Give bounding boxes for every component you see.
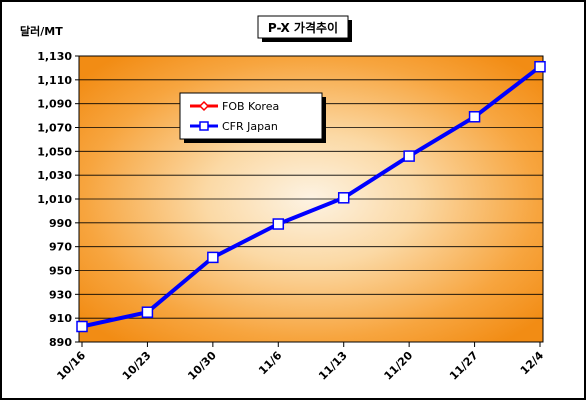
y-tick-label: 890 [49, 336, 72, 349]
x-tick-label: 10/16 [54, 349, 88, 383]
x-tick-label: 11/6 [256, 349, 285, 378]
x-tick-label: 10/23 [120, 349, 154, 383]
y-tick-label: 1,090 [37, 98, 72, 111]
y-tick-label: 1,050 [37, 145, 72, 158]
y-tick-label: 1,130 [37, 50, 72, 63]
x-tick-label: 11/20 [382, 349, 416, 383]
data-point-cfr-japan [141, 306, 154, 318]
title-frame [257, 15, 349, 39]
y-tick-label: 1,110 [37, 74, 72, 87]
y-tick-label: 990 [49, 217, 72, 230]
x-axis-ticks [81, 342, 541, 347]
y-tick-label: 1,070 [37, 122, 72, 135]
legend-swatch-marker-fob-korea [198, 100, 210, 112]
y-axis-label: 달러/MT [20, 24, 63, 38]
data-point-cfr-japan [403, 150, 415, 162]
y-tick-labels: 890 910 930 950 970 990 1,010 1,030 1,050 1,070 1,… [37, 50, 72, 349]
x-tick-label: 10/30 [185, 349, 219, 383]
series-markers-cfr-japan [76, 60, 546, 333]
x-tick-label: 11/13 [316, 349, 350, 383]
legend-label-fob-korea: FOB Korea [222, 100, 279, 113]
data-point-cfr-japan [534, 60, 546, 73]
legend-label-cfr-japan: CFR Japan [222, 120, 278, 133]
y-tick-label: 930 [49, 288, 72, 301]
legend-swatch-marker-cfr-japan [199, 121, 209, 131]
y-tick-label: 1,010 [37, 193, 72, 206]
data-point-cfr-japan [272, 218, 285, 230]
y-tick-label: 970 [49, 241, 72, 254]
y-tick-label: 910 [49, 312, 72, 325]
series-line-cfr-japan [81, 65, 542, 329]
chart-title: P-X 가격추이 [268, 20, 338, 35]
data-point-cfr-japan [207, 251, 219, 264]
y-tick-label: 1,030 [37, 169, 72, 182]
legend: FOB Korea CFR Japan [179, 92, 326, 143]
data-point-cfr-japan [468, 111, 481, 123]
legend-box [179, 92, 323, 140]
y-tick-label: 950 [49, 265, 72, 278]
data-point-cfr-japan [76, 320, 88, 333]
x-tick-labels: 10/16 10/23 10/30 11/6 11/13 11/20 11/27 12/4 [54, 349, 546, 383]
x-tick-label: 12/4 [518, 349, 547, 378]
x-tick-label: 11/27 [447, 349, 481, 383]
chart-title-box: P-X 가격추이 [257, 15, 352, 42]
data-point-cfr-japan [337, 192, 350, 204]
